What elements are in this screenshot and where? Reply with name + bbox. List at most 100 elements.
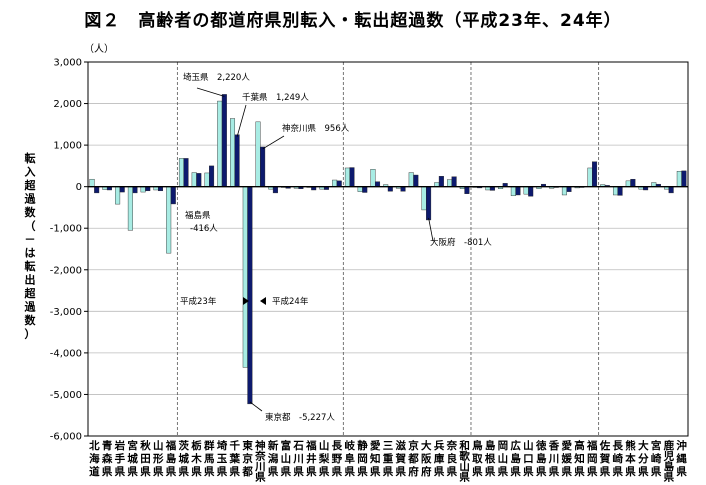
bar <box>332 179 338 187</box>
y-tick-label: -2,000 <box>50 265 82 276</box>
y-tick-label: -4,000 <box>50 348 82 359</box>
chart-title: 図２ 高齢者の都道府県別転入・転出超過数（平成23年、24年） <box>84 11 622 31</box>
annotation-label: -416人 <box>190 224 218 234</box>
bar <box>217 100 223 187</box>
bar <box>438 176 444 187</box>
category-label: 石川県 <box>292 440 304 478</box>
bar <box>204 172 210 187</box>
category-label: 山口県 <box>523 439 534 478</box>
unit-label: （人） <box>84 43 114 55</box>
bar <box>94 186 100 194</box>
category-label: 滋賀県 <box>395 439 407 478</box>
annotation-label: 福島県 <box>185 210 211 221</box>
bars <box>89 94 687 405</box>
annotation-label: 平成24年 <box>272 296 309 307</box>
bar <box>523 186 529 195</box>
category-labels: 北海道青森県岩手県宮城県秋田県山形県福島県茨城県栃木県群馬県埼玉県千葉県東京都神… <box>89 439 687 484</box>
bar <box>587 167 593 187</box>
category-label: 和歌山県 <box>458 439 470 484</box>
category-label: 熊本県 <box>625 439 636 478</box>
category-label: 宮崎県 <box>651 439 662 478</box>
y-tick-label: -6,000 <box>50 432 82 443</box>
region-separators <box>176 62 600 436</box>
bar <box>357 186 363 192</box>
bar <box>528 186 534 197</box>
annotation-label: 埼玉県 2,220人 <box>183 72 250 83</box>
bar <box>426 186 432 221</box>
category-label: 兵庫県 <box>434 439 445 478</box>
category-label: 岩手県 <box>114 439 126 478</box>
bar <box>681 170 687 187</box>
y-tick-labels: 3,000 2,000 1,000 0 -1,000 -2,000 -3,000 -4,000… <box>50 58 82 443</box>
category-label: 群馬県 <box>204 439 215 478</box>
category-label: 長野県 <box>332 440 343 478</box>
category-label: 山梨県 <box>318 439 330 478</box>
annotation-label: 東京都 -5,227人 <box>265 412 335 423</box>
category-label: 香川県 <box>548 439 560 478</box>
plot-frame <box>87 61 689 437</box>
category-label: 秋田県 <box>140 439 151 478</box>
bar <box>132 186 138 194</box>
annotation-arrow <box>243 297 249 305</box>
gridlines <box>88 61 688 437</box>
bar <box>676 171 682 187</box>
bar <box>260 146 266 187</box>
annotation-leader <box>249 401 263 412</box>
bar <box>230 118 236 187</box>
category-label: 新潟県 <box>268 439 279 478</box>
y-tick-label: 1,000 <box>53 141 82 152</box>
bar <box>336 180 342 187</box>
bar <box>209 165 215 187</box>
category-label: 宮城県 <box>127 439 138 478</box>
bar <box>592 161 598 187</box>
bar <box>447 179 453 187</box>
category-label: 長崎県 <box>613 440 624 478</box>
bar <box>451 176 457 187</box>
annotation-leader <box>236 104 247 137</box>
bar <box>566 186 572 192</box>
bar <box>247 186 253 405</box>
bar <box>221 94 227 187</box>
category-label: 東京都 <box>241 439 253 478</box>
bar <box>255 121 261 187</box>
bar <box>515 186 521 196</box>
y-axis-label: 転入超過数（－は転出超過数） <box>24 151 37 341</box>
category-label: 福井県 <box>305 439 317 478</box>
annotation-arrow <box>260 297 266 305</box>
y-tick-label: -5,000 <box>50 390 82 401</box>
category-label: 鹿児島県 <box>663 439 675 484</box>
bar <box>272 186 278 194</box>
bar <box>178 158 184 187</box>
category-label: 愛知県 <box>370 439 381 478</box>
category-label: 茨城県 <box>178 439 189 478</box>
bar <box>344 167 350 187</box>
category-label: 富山県 <box>281 439 292 478</box>
annotation-label: 千葉県 1,249人 <box>242 92 309 103</box>
bar <box>668 186 674 194</box>
bar <box>617 186 623 196</box>
category-label: 沖縄県 <box>676 439 687 478</box>
bar <box>170 186 176 205</box>
category-label: 山形県 <box>153 439 164 478</box>
y-tick-label: 2,000 <box>53 99 82 110</box>
y-tick-label: 3,000 <box>53 58 82 69</box>
bar <box>349 167 355 187</box>
category-label: 北海道 <box>89 439 100 478</box>
annotation-label: 平成23年 <box>180 296 217 307</box>
bar <box>242 186 248 368</box>
category-label: 高知県 <box>574 439 585 478</box>
category-label: 埼玉県 <box>217 439 228 478</box>
category-label: 福岡県 <box>586 439 598 478</box>
bar <box>89 178 95 187</box>
annotation-leader <box>196 87 225 97</box>
bar <box>464 186 470 194</box>
bar <box>191 172 197 187</box>
bar <box>362 186 368 193</box>
category-label: 広島県 <box>510 439 521 478</box>
category-label: 京都府 <box>407 439 419 478</box>
category-label: 愛媛県 <box>560 439 572 478</box>
annotation-label: 大阪府 -801人 <box>430 237 492 248</box>
y-tick-label: 0 <box>76 182 82 193</box>
